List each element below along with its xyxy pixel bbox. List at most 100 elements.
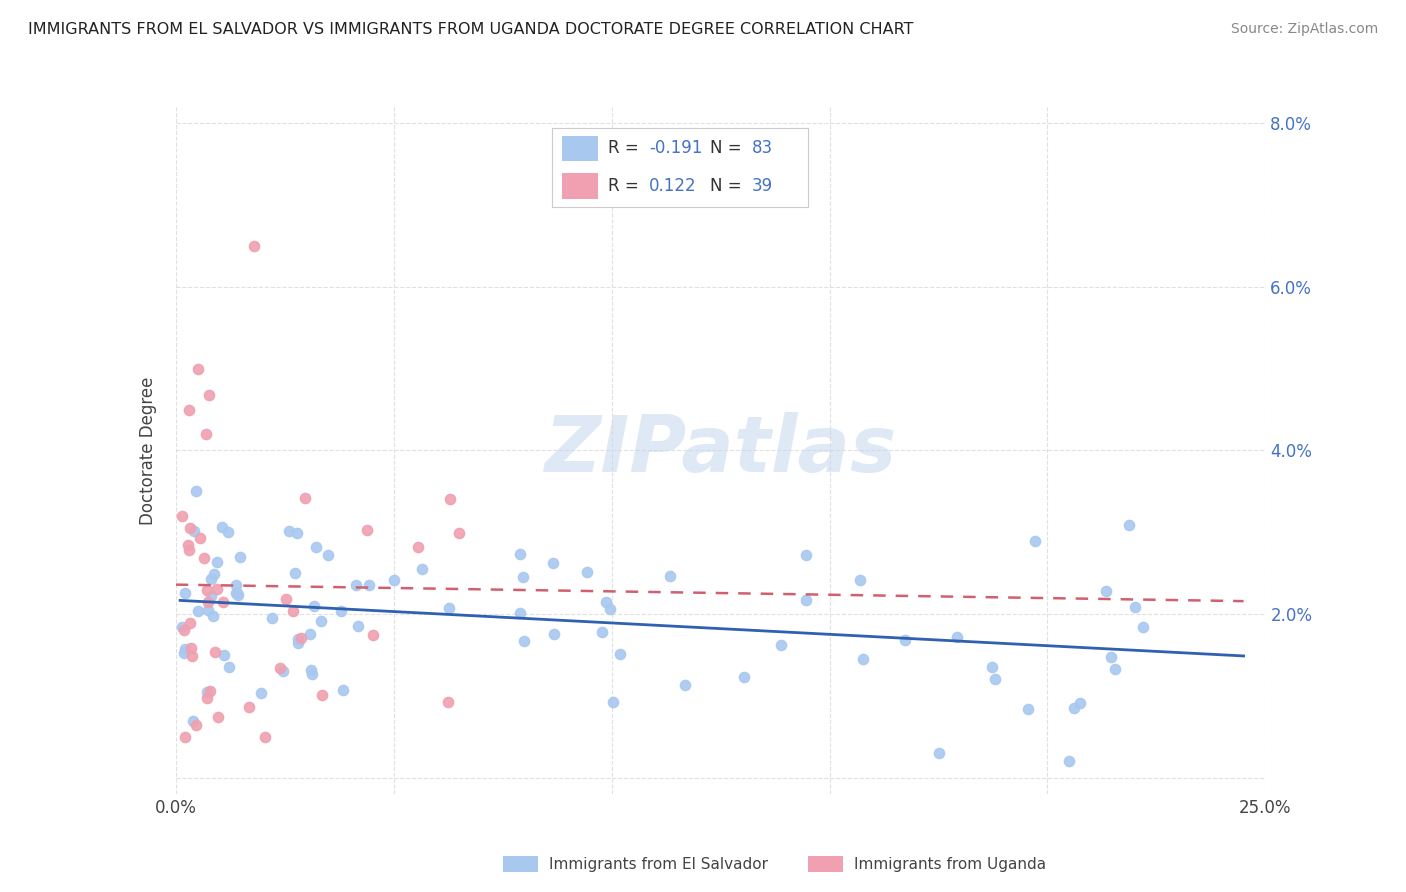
Point <box>225 586 247 600</box>
Point <box>211 595 233 609</box>
Text: -0.191: -0.191 <box>650 139 703 157</box>
Point <box>253 730 276 744</box>
Point <box>946 630 969 644</box>
Point <box>226 585 249 599</box>
Point <box>318 548 340 562</box>
Point <box>595 594 617 608</box>
Point <box>197 595 219 609</box>
Point <box>1118 517 1140 532</box>
Text: Source: ZipAtlas.com: Source: ZipAtlas.com <box>1230 22 1378 37</box>
Point <box>170 620 193 634</box>
Point <box>437 695 460 709</box>
Point <box>250 686 273 700</box>
Point <box>195 684 218 698</box>
Point <box>1125 599 1147 614</box>
Point <box>284 566 307 580</box>
Point <box>983 673 1005 687</box>
Point <box>309 614 332 628</box>
Point <box>200 589 222 603</box>
Point <box>177 402 200 417</box>
Point <box>238 700 260 714</box>
Point <box>541 556 564 570</box>
Point <box>1132 620 1154 634</box>
Text: R =: R = <box>607 139 644 157</box>
Point <box>849 573 872 587</box>
Point <box>344 577 367 591</box>
Point <box>173 646 195 660</box>
Point <box>200 572 222 586</box>
Point <box>894 633 917 648</box>
Point <box>302 599 325 613</box>
Point <box>1104 661 1126 675</box>
Point <box>439 491 461 506</box>
Point <box>852 652 875 666</box>
Point <box>229 549 252 564</box>
Point <box>225 578 247 592</box>
Point <box>211 520 233 534</box>
Point <box>512 570 534 584</box>
Point <box>609 647 631 661</box>
Point <box>201 608 224 623</box>
Point <box>205 555 228 569</box>
Point <box>734 670 756 684</box>
Text: N =: N = <box>710 178 748 195</box>
FancyBboxPatch shape <box>562 173 598 199</box>
Point <box>673 677 696 691</box>
Point <box>447 526 470 541</box>
Point <box>576 565 599 579</box>
Point <box>176 538 198 552</box>
Point <box>195 690 218 705</box>
Point <box>411 562 433 576</box>
Point <box>591 624 613 639</box>
Point <box>271 665 294 679</box>
Point <box>509 547 531 561</box>
Point <box>599 602 621 616</box>
Point <box>198 684 221 698</box>
Point <box>204 645 226 659</box>
Point <box>287 636 309 650</box>
Point <box>243 239 266 253</box>
Point <box>179 543 201 558</box>
Point <box>1099 649 1122 664</box>
Point <box>357 578 380 592</box>
Point <box>347 618 370 632</box>
Point <box>226 588 249 602</box>
Point <box>509 606 531 620</box>
Point <box>207 582 229 597</box>
Point <box>294 491 316 506</box>
Point <box>981 660 1004 674</box>
Point <box>186 361 209 376</box>
Point <box>1024 534 1046 549</box>
Point <box>287 632 309 646</box>
Point <box>301 667 323 681</box>
Point <box>188 532 211 546</box>
Text: ZIPatlas: ZIPatlas <box>544 412 897 489</box>
FancyBboxPatch shape <box>562 136 598 161</box>
Point <box>543 627 565 641</box>
Point <box>212 648 235 662</box>
Point <box>278 524 301 538</box>
Point <box>285 526 308 541</box>
Point <box>281 604 304 618</box>
Point <box>305 541 328 555</box>
Text: IMMIGRANTS FROM EL SALVADOR VS IMMIGRANTS FROM UGANDA DOCTORATE DEGREE CORRELATI: IMMIGRANTS FROM EL SALVADOR VS IMMIGRANT… <box>28 22 914 37</box>
Point <box>179 616 201 631</box>
Point <box>179 521 201 535</box>
Text: Immigrants from El Salvador: Immigrants from El Salvador <box>548 857 768 871</box>
Point <box>363 628 385 642</box>
Point <box>1017 702 1039 716</box>
Point <box>659 569 682 583</box>
Point <box>332 683 354 698</box>
Point <box>1063 701 1085 715</box>
Point <box>174 730 197 744</box>
Point <box>198 387 221 401</box>
Point <box>218 660 240 674</box>
Y-axis label: Doctorate Degree: Doctorate Degree <box>139 376 157 524</box>
Point <box>202 567 225 582</box>
Point <box>796 592 818 607</box>
Point <box>928 746 950 760</box>
Point <box>173 642 195 657</box>
Point <box>180 640 202 655</box>
Point <box>217 524 239 539</box>
Text: 39: 39 <box>751 178 772 195</box>
